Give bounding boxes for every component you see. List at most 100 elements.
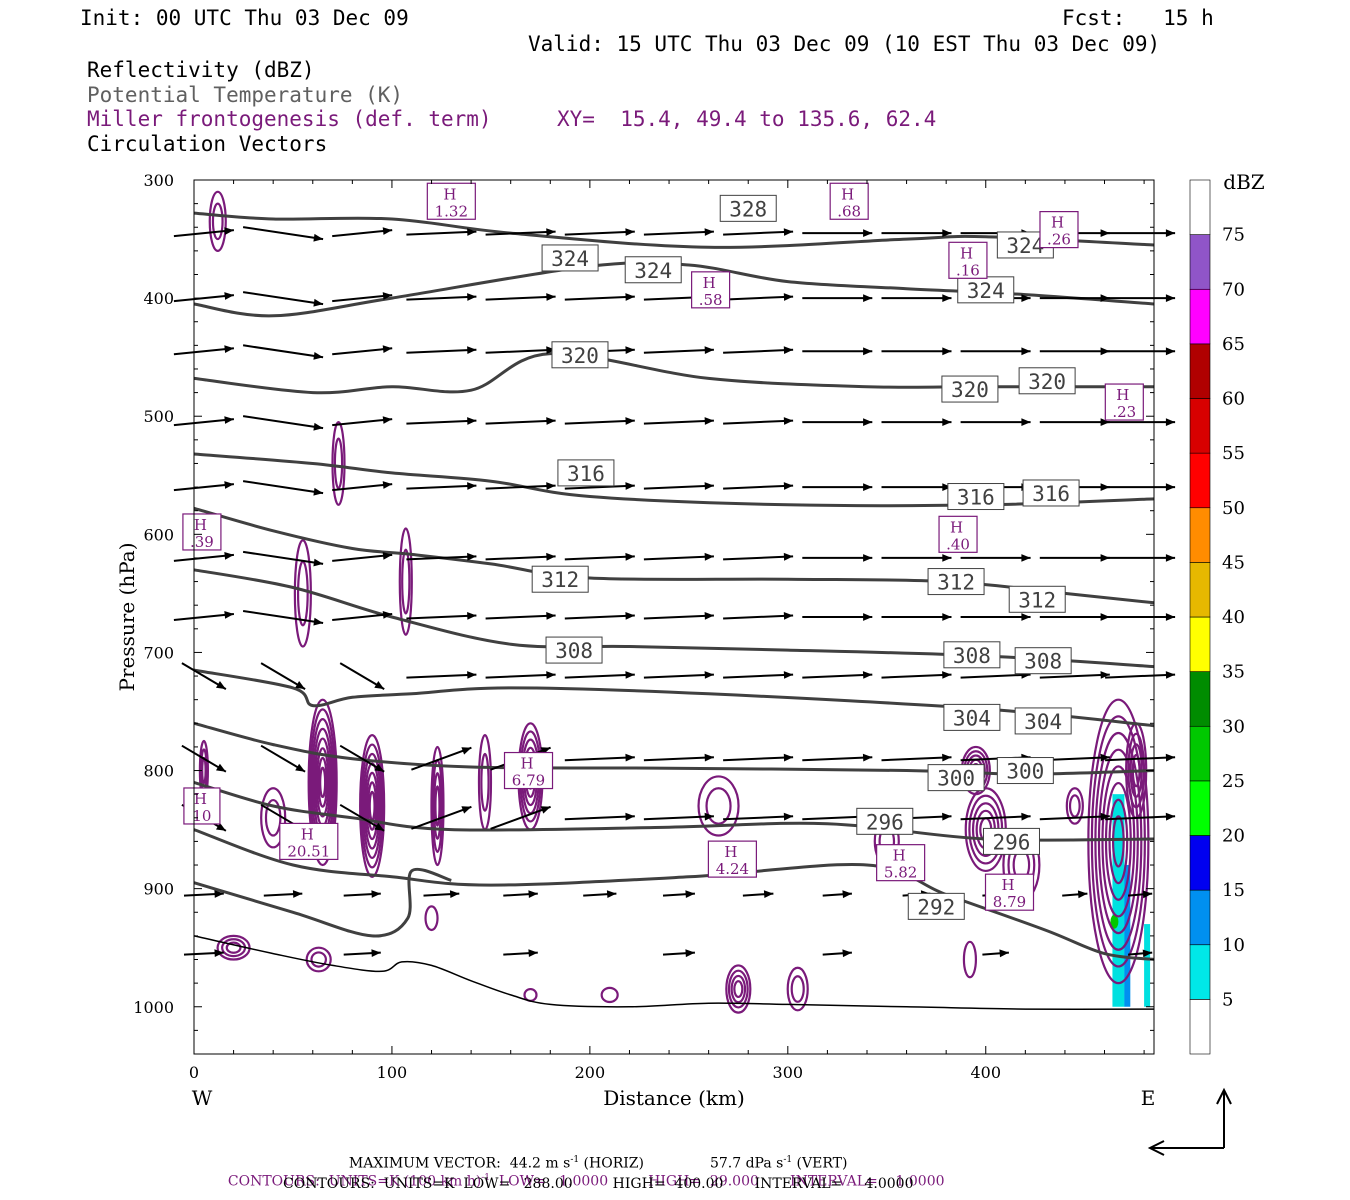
- x-right-endpoint: E: [1141, 1086, 1156, 1110]
- circulation-vector: [406, 295, 477, 301]
- colorbar-segment: [1189, 835, 1211, 891]
- circulation-vector: [723, 295, 794, 301]
- circulation-vector-head: [862, 671, 873, 679]
- frontogenesis-contour: [315, 747, 330, 818]
- colorbar-segment: [1189, 507, 1211, 563]
- circulation-vector-head: [942, 229, 952, 237]
- circulation-vector-head: [374, 681, 385, 690]
- circulation-vector-head: [224, 227, 234, 235]
- circulation-vector-head: [863, 483, 873, 491]
- theta-label-box: [1014, 647, 1072, 675]
- circulation-vector-head: [685, 949, 695, 958]
- frontogenesis-contour: [305, 946, 332, 973]
- x-tick-label: 100: [377, 1063, 408, 1082]
- theta-label: 300: [937, 767, 975, 791]
- forecast-hour: Fcst: 15 h: [1062, 6, 1214, 30]
- circulation-vector: [411, 805, 472, 830]
- circulation-vector-head: [704, 417, 714, 425]
- circulation-vector-head: [999, 949, 1009, 958]
- y-tick-label: 400: [143, 289, 174, 308]
- reflectivity-cyan-edge: [1144, 924, 1151, 1007]
- circulation-vector-head: [625, 228, 635, 236]
- theta-contour-316: [193, 452, 1155, 508]
- circulation-vector-head: [382, 292, 393, 300]
- fronto-max-h: H: [950, 518, 963, 536]
- frontogenesis-contour: [359, 734, 386, 878]
- frontogenesis-contour: [211, 202, 224, 241]
- frontogenesis-contour: [331, 421, 346, 506]
- field-reflectivity: Reflectivity (dBZ): [87, 58, 315, 82]
- circulation-vector-head: [467, 612, 477, 620]
- reflectivity-green: [1110, 914, 1119, 929]
- circulation-vector-head: [942, 753, 952, 762]
- circulation-vector: [406, 555, 477, 561]
- circulation-vector-head: [546, 228, 556, 236]
- x-axis-label: Distance (km): [603, 1086, 745, 1110]
- circulation-vector-head: [546, 417, 556, 425]
- circulation-vector: [173, 347, 234, 356]
- theta-label: 308: [1024, 650, 1062, 674]
- theta-label: 304: [1024, 710, 1062, 734]
- circulation-vector-head: [942, 347, 952, 356]
- circulation-vector: [406, 484, 477, 490]
- footer-max-vector: MAXIMUM VECTOR: 44.2 m s-1 (HORIZ) 57.7 d…: [348, 1155, 848, 1172]
- circulation-vector: [332, 294, 393, 303]
- colorbar-segment: [1189, 234, 1211, 290]
- circulation-vector: [643, 673, 714, 679]
- circulation-vector-head: [942, 418, 952, 426]
- y-axis-label: Pressure (hPa): [115, 543, 139, 692]
- frontogenesis-contour: [310, 951, 328, 968]
- fronto-max-h: H: [841, 185, 854, 203]
- circulation-vector: [643, 348, 714, 354]
- theta-label: 312: [541, 568, 579, 592]
- circulation-vector: [564, 614, 635, 620]
- circulation-vector-head: [216, 681, 226, 690]
- circulation-vector: [485, 295, 556, 301]
- theta-label-box: [957, 276, 1015, 304]
- circulation-vector-head: [704, 228, 714, 236]
- y-tick-label: 600: [143, 525, 174, 544]
- colorbar: 5 10 15 20 25 30 35 40 45 50 55 60 65 70 75: [1189, 179, 1245, 1055]
- frontogenesis-contour: [260, 787, 287, 849]
- frontogenesis-contour: [367, 781, 378, 831]
- circulation-vector-head: [224, 481, 234, 489]
- frontogenesis-contour: [319, 766, 327, 799]
- circulation-vector-head: [1165, 418, 1176, 426]
- colorbar-segment: [1189, 671, 1211, 727]
- plot-frame: [193, 179, 1155, 1055]
- circulation-vector: [406, 673, 477, 679]
- y-tick-label: 1000: [133, 998, 174, 1017]
- circulation-vector: [332, 483, 393, 492]
- fronto-max-box: [279, 822, 339, 861]
- terrain-surface: [193, 935, 1155, 1011]
- theta-label: 312: [937, 571, 975, 595]
- circulation-vector: [1105, 673, 1176, 679]
- fronto-max-box: [691, 271, 731, 309]
- x-tick-label: 200: [575, 1063, 606, 1082]
- colorbar-segment: [1189, 616, 1211, 672]
- circulation-vector-head: [1077, 890, 1088, 899]
- circulation-vector-head: [783, 417, 794, 425]
- fronto-max-box: [984, 873, 1035, 911]
- theta-label: 300: [1006, 760, 1044, 784]
- frontogenesis-contour: [480, 752, 490, 812]
- fronto-max-h: H: [194, 790, 207, 808]
- fronto-max-h: H: [1116, 386, 1129, 404]
- circulation-vector: [643, 756, 714, 762]
- fronto-max-value: .40: [946, 535, 970, 553]
- circulation-vector-head: [783, 228, 794, 236]
- colorbar-segment: [1189, 343, 1211, 399]
- theta-label-box: [947, 483, 1005, 511]
- colorbar-tick-label: 60: [1222, 389, 1245, 410]
- colorbar-tick-label: 65: [1222, 334, 1245, 355]
- circulation-vector: [332, 553, 393, 562]
- x-tick-label: 400: [970, 1063, 1001, 1082]
- circulation-vector: [242, 291, 324, 306]
- fronto-max-value: 4.24: [716, 860, 749, 878]
- theta-label-box: [982, 827, 1040, 855]
- circulation-vector-head: [295, 681, 306, 690]
- circulation-vector: [881, 756, 952, 762]
- fronto-max-h: H: [194, 516, 207, 534]
- circulation-vector-head: [546, 482, 556, 490]
